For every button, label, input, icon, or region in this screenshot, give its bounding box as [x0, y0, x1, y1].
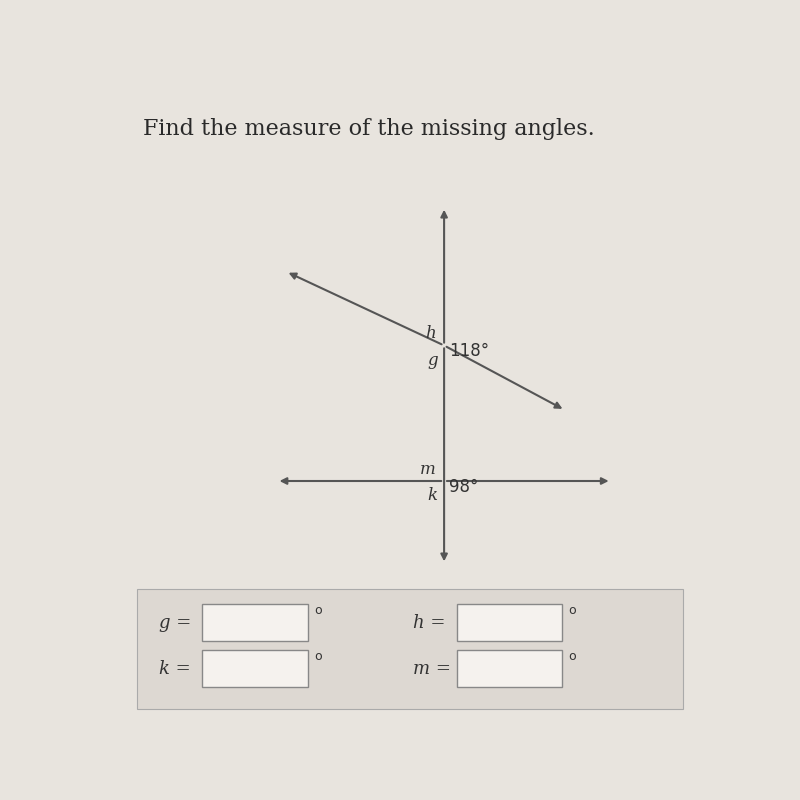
FancyBboxPatch shape — [202, 650, 308, 687]
Text: o: o — [314, 650, 322, 663]
FancyBboxPatch shape — [457, 650, 562, 687]
Text: m =: m = — [413, 660, 451, 678]
Text: h =: h = — [413, 614, 446, 632]
Text: g =: g = — [159, 614, 191, 632]
Text: Find the measure of the missing angles.: Find the measure of the missing angles. — [143, 118, 595, 139]
FancyBboxPatch shape — [457, 604, 562, 641]
Text: o: o — [568, 650, 576, 663]
Text: h: h — [426, 326, 436, 342]
Text: m: m — [420, 461, 436, 478]
FancyBboxPatch shape — [202, 604, 308, 641]
Text: g: g — [427, 352, 438, 369]
Text: 118°: 118° — [449, 342, 489, 360]
Text: k: k — [428, 487, 438, 504]
Text: o: o — [568, 604, 576, 618]
Text: o: o — [314, 604, 322, 618]
Text: 98°: 98° — [449, 478, 478, 496]
FancyBboxPatch shape — [138, 589, 682, 709]
Text: k =: k = — [159, 660, 190, 678]
